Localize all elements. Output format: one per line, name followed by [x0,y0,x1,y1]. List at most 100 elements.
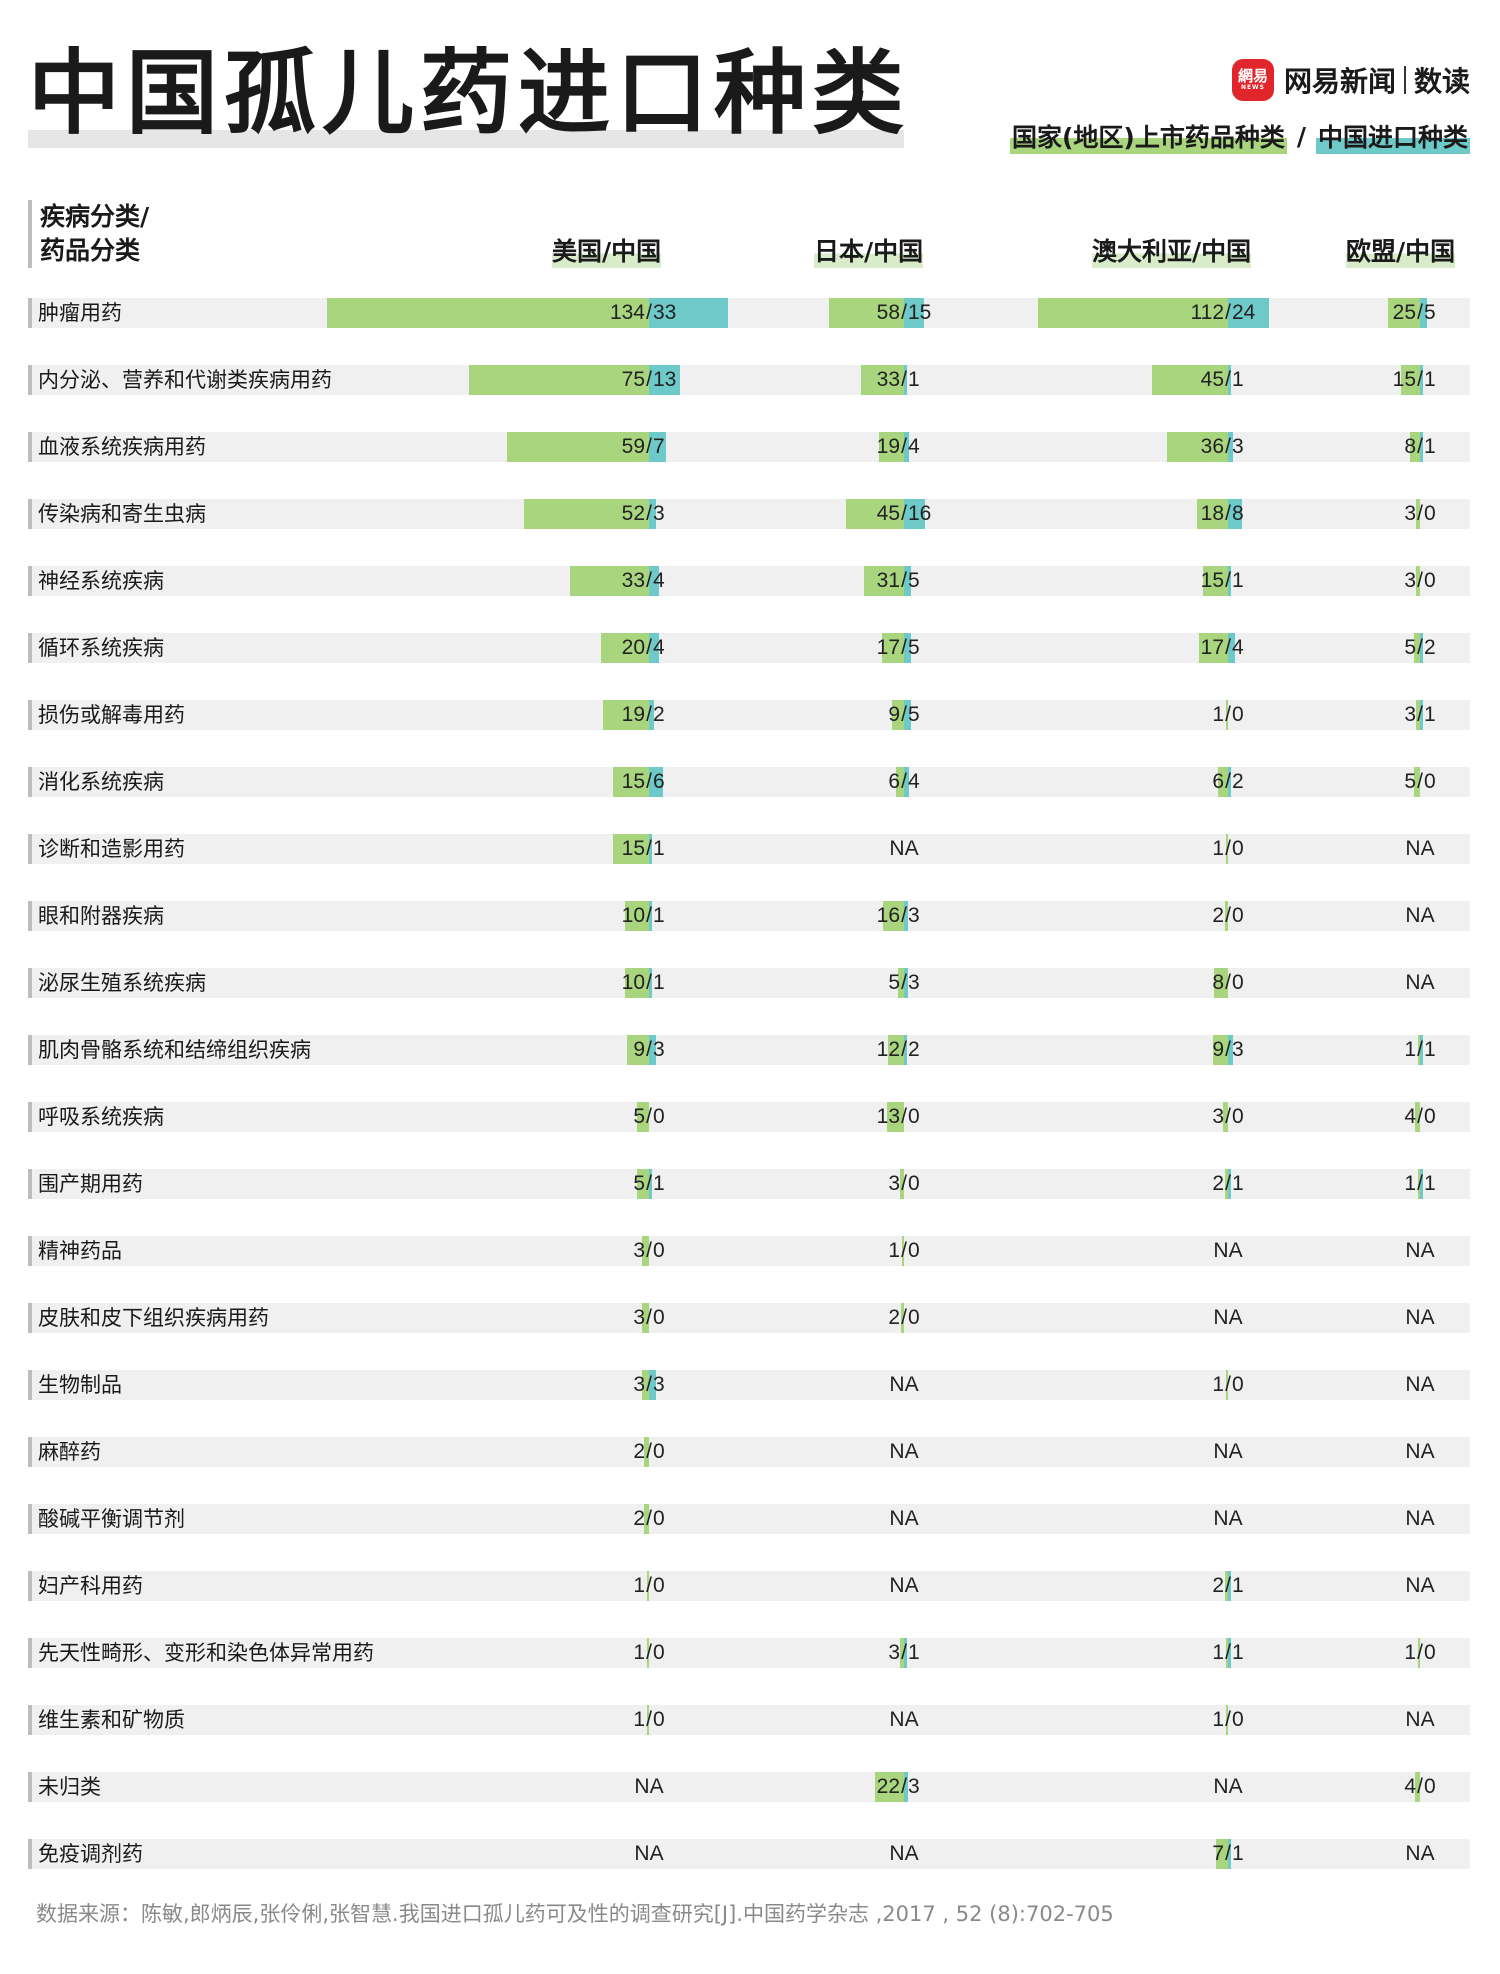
row-marker [28,1169,32,1199]
value-listed: 52 [621,502,645,525]
bar-listed-eu [1387,298,1420,328]
bar-listed-japan [828,298,904,328]
value-listed: 9 [888,703,900,726]
value-import: 8 [1232,502,1244,525]
value-listed: 6 [888,770,900,793]
value-import: 1 [1232,1172,1244,1195]
bar-import-japan [904,432,910,462]
bar-listed-us [644,1437,649,1467]
value-japan: 2/0 [824,1303,984,1333]
value-import: 0 [1424,770,1436,793]
value-slash: / [646,569,652,592]
value-listed: 45 [876,502,900,525]
value-slash: / [646,1038,652,1061]
value-import: 0 [1424,1641,1436,1664]
value-slash: / [901,1172,907,1195]
row-marker [28,298,32,328]
bar-listed-us [641,1370,649,1400]
bar-listed-us [646,1705,649,1735]
value-listed: 1 [1404,1641,1416,1664]
value-listed: 17 [876,636,900,659]
row-marker [28,566,32,596]
value-listed: 2 [633,1507,645,1530]
bar-import-eu [1420,1169,1423,1199]
row-label: 内分泌、营养和代谢类疾病用药 [38,368,332,392]
value-import: 0 [1424,1775,1436,1798]
value-listed: 134 [609,301,645,324]
value-japan: 5/3 [824,968,984,998]
value-import: 0 [1424,502,1436,525]
brand-logo-bottom: NEWS [1240,84,1265,91]
value-listed: 1 [1212,1708,1224,1731]
value-listed: 112 [1190,301,1224,324]
value-na-eu: NA [1405,971,1435,994]
page-title: 中国孤儿药进口种类 [28,40,911,147]
bar-import-us [649,901,652,931]
bar-import-us [649,1035,657,1065]
bar-listed-australia [1224,901,1228,931]
value-slash: / [1225,1842,1231,1865]
value-listed: 13 [876,1105,900,1128]
value-import: 0 [1232,1105,1244,1128]
value-slash: / [1225,1641,1231,1664]
row-marker [28,1504,32,1534]
value-listed: 1 [1404,1172,1416,1195]
value-listed: 1 [1212,1373,1224,1396]
value-import: 0 [1232,703,1244,726]
value-japan: 9/5 [824,700,984,730]
value-us: 5/0 [569,1102,729,1132]
bar-listed-japan [879,432,904,462]
row-label: 免疫调剂药 [38,1842,143,1866]
table-row [28,1504,1470,1534]
value-listed: 15 [621,770,645,793]
bar-listed-eu [1418,1169,1420,1199]
value-us: 9/3 [569,1035,729,1065]
value-australia: 1/0 [1148,700,1308,730]
row-marker [28,767,32,797]
value-listed: 12 [876,1038,900,1061]
row-label: 眼和附器疾病 [38,904,164,928]
value-japan: 1/0 [824,1236,984,1266]
bar-listed-japan [887,1102,904,1132]
table-row [28,1236,1470,1266]
bar-listed-us [613,767,649,797]
value-slash: / [646,703,652,726]
row-label: 围产期用药 [38,1172,143,1196]
value-slash: / [901,435,907,458]
bar-import-us [649,1370,657,1400]
value-listed: 25 [1392,301,1416,324]
table-row [28,834,1470,864]
bar-listed-japan [896,767,904,797]
value-us: 3/0 [569,1236,729,1266]
value-import: 3 [908,1775,920,1798]
bar-listed-eu [1413,633,1420,663]
value-listed: 2 [888,1306,900,1329]
bar-listed-japan [875,1772,904,1802]
value-listed: 5 [1404,636,1416,659]
value-listed: 3 [1404,703,1416,726]
value-import: 1 [908,368,920,391]
bar-import-eu [1420,633,1423,663]
row-marker [28,432,32,462]
value-slash: / [1225,435,1231,458]
bar-listed-australia [1224,1169,1228,1199]
bar-import-australia [1228,1638,1231,1668]
value-listed: 19 [876,435,900,458]
bar-import-us [649,633,659,663]
bar-import-australia [1228,1839,1231,1869]
row-label: 先天性畸形、变形和染色体异常用药 [38,1641,374,1665]
value-slash: / [901,1641,907,1664]
bar-import-japan [904,499,925,529]
value-na-eu: NA [1405,1306,1435,1329]
bar-listed-australia [1197,499,1228,529]
value-listed: 2 [1212,1172,1224,1195]
value-import: 2 [908,1038,920,1061]
value-slash: / [1225,904,1231,927]
bar-import-us [649,834,652,864]
value-na-eu: NA [1405,1842,1435,1865]
legend-separator: / [1296,121,1306,151]
value-australia: 9/3 [1148,1035,1308,1065]
value-listed: 10 [621,904,645,927]
value-listed: 1 [1212,1641,1224,1664]
value-import: 1 [1424,703,1436,726]
